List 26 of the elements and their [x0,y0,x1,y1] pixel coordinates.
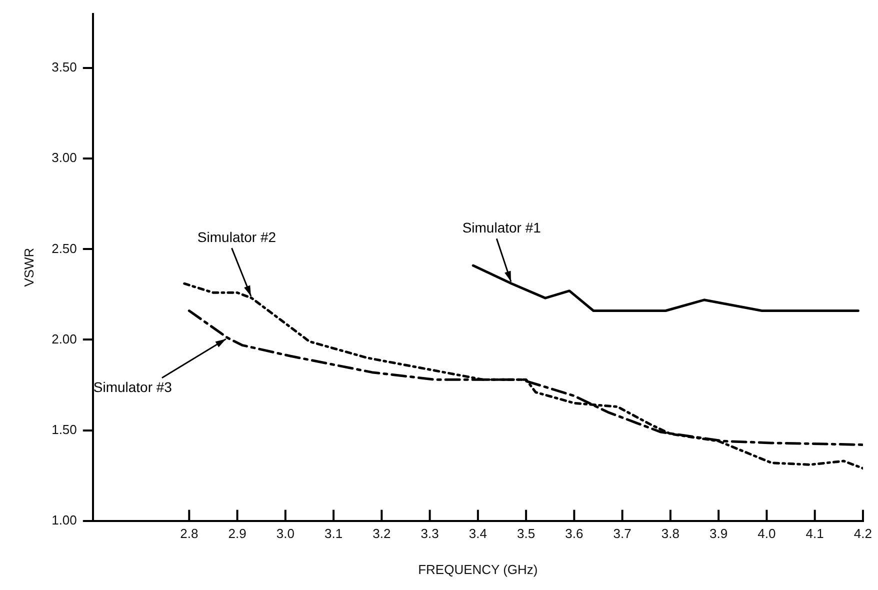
x-tick-label: 3.9 [710,526,728,542]
x-tick-label: 3.5 [517,526,536,542]
x-tick-label: 3.2 [372,526,391,542]
x-tick-label: 4.2 [854,526,872,542]
text: Simulator #3 [93,378,172,395]
x-tick-label: 4.1 [806,526,824,542]
text: Simulator #1 [462,219,542,236]
text: Simulator #2 [197,228,276,245]
y-tick-label: 2.50 [52,240,77,256]
x-tick-label: 3.7 [613,526,632,542]
y-tick-label: 3.50 [52,60,77,75]
y-axis-title: VSWR [21,248,36,287]
x-tick-label: 2.9 [228,526,246,542]
x-tick-label: 3.4 [468,526,487,542]
x-tick-label: 3.3 [420,526,439,542]
y-tick-label: 2.00 [52,331,77,346]
y-tick-label: 1.50 [52,422,77,437]
y-tick-label: 1.00 [52,512,77,528]
x-tick-label: 3.8 [661,526,680,542]
x-tick-label: 4.0 [758,526,776,542]
x-axis-title: FREQUENCY (GHz) [418,562,538,577]
x-tick-label: 3.6 [565,526,584,542]
x-tick-label: 3.1 [324,526,343,542]
x-tick-label: 2.8 [180,526,198,542]
x-tick-label: 3.0 [276,526,294,542]
y-tick-label: 3.00 [52,150,77,166]
